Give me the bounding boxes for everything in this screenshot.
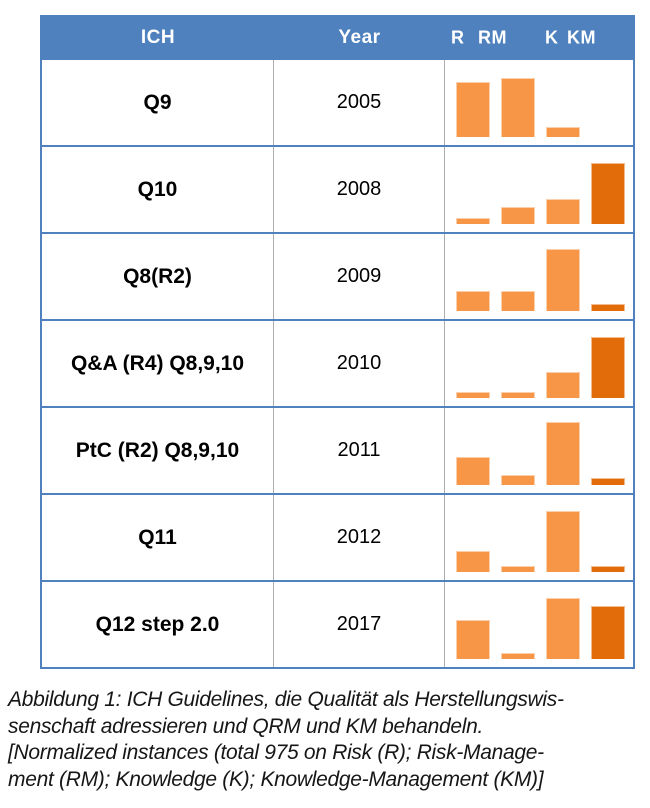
bar-rm <box>501 290 535 311</box>
table-row: Q9 2005 <box>42 58 633 145</box>
bar-group <box>456 248 625 311</box>
year-cell: 2008 <box>274 147 445 232</box>
year-cell: 2009 <box>274 234 445 319</box>
bar-km <box>591 478 625 485</box>
metric-label-rm: RM <box>478 27 507 47</box>
metric-label-k: K <box>545 27 559 47</box>
table-header-row: ICH Year R RM K KM <box>42 17 633 58</box>
bar-km <box>591 606 625 659</box>
bar-r <box>456 551 490 572</box>
metric-label-km: KM <box>567 27 596 47</box>
bar-r <box>456 619 490 659</box>
bar-r <box>456 82 490 137</box>
bar-group <box>456 422 625 485</box>
header-cell-metrics: R RM K KM <box>445 17 633 58</box>
mini-bar-chart <box>445 60 633 145</box>
ich-cell: Q11 <box>42 495 274 580</box>
metric-label-r: R <box>451 27 465 47</box>
bar-k <box>546 126 580 137</box>
ich-guidelines-table: ICH Year R RM K KM Q9 2005 <box>40 15 635 669</box>
bar-r <box>456 391 490 398</box>
bar-r <box>456 217 490 224</box>
ich-cell: Q12 step 2.0 <box>42 582 274 667</box>
bar-rm <box>501 77 535 137</box>
ich-cell: Q&A (R4) Q8,9,10 <box>42 321 274 406</box>
caption-line: Abbildung 1: ICH Guidelines, die Qualitä… <box>8 688 564 711</box>
year-cell: 2017 <box>274 582 445 667</box>
bar-km <box>591 162 625 224</box>
table-row: Q&A (R4) Q8,9,10 2010 <box>42 319 633 406</box>
year-cell: 2011 <box>274 408 445 493</box>
table-row: Q8(R2) 2009 <box>42 232 633 319</box>
caption-line: [Normalized instances (total 975 on Risk… <box>8 741 544 764</box>
bar-rm <box>501 652 535 659</box>
mini-bar-chart <box>445 234 633 319</box>
bar-rm <box>501 565 535 572</box>
mini-bar-chart <box>445 495 633 580</box>
bar-group <box>456 335 625 398</box>
bar-group <box>456 509 625 572</box>
bar-k <box>546 597 580 659</box>
mini-bar-chart <box>445 408 633 493</box>
table-row: PtC (R2) Q8,9,10 2011 <box>42 406 633 493</box>
bar-k <box>546 249 580 311</box>
bar-km <box>591 304 625 311</box>
ich-cell: Q8(R2) <box>42 234 274 319</box>
bar-k <box>546 422 580 485</box>
bar-group <box>456 596 625 659</box>
year-cell: 2010 <box>274 321 445 406</box>
bar-rm <box>501 391 535 398</box>
bar-k <box>546 198 580 224</box>
ich-cell: PtC (R2) Q8,9,10 <box>42 408 274 493</box>
caption-line: ment (RM); Knowledge (K); Knowledge-Mana… <box>8 767 544 791</box>
figure-caption: Abbildung 1: ICH Guidelines, die Qualitä… <box>8 687 648 793</box>
bar-km <box>591 336 625 398</box>
table-row: Q10 2008 <box>42 145 633 232</box>
caption-line: senschaft adressieren und QRM und KM beh… <box>8 714 484 738</box>
bar-r <box>456 457 490 485</box>
table-row: Q12 step 2.0 2017 <box>42 580 633 667</box>
ich-cell: Q10 <box>42 147 274 232</box>
ich-cell: Q9 <box>42 60 274 145</box>
bar-k <box>546 510 580 572</box>
bar-km <box>591 565 625 572</box>
bar-rm <box>501 207 535 224</box>
header-cell-year: Year <box>338 26 381 48</box>
mini-bar-chart <box>445 147 633 232</box>
table-row: Q11 2012 <box>42 493 633 580</box>
bar-r <box>456 290 490 311</box>
year-cell: 2005 <box>274 60 445 145</box>
year-cell: 2012 <box>274 495 445 580</box>
header-cell-ich: ICH <box>140 26 176 48</box>
bar-group <box>456 161 625 224</box>
bar-k <box>546 372 580 398</box>
mini-bar-chart <box>445 321 633 406</box>
bar-group <box>456 74 625 137</box>
mini-bar-chart <box>445 582 633 667</box>
bar-rm <box>501 474 535 485</box>
